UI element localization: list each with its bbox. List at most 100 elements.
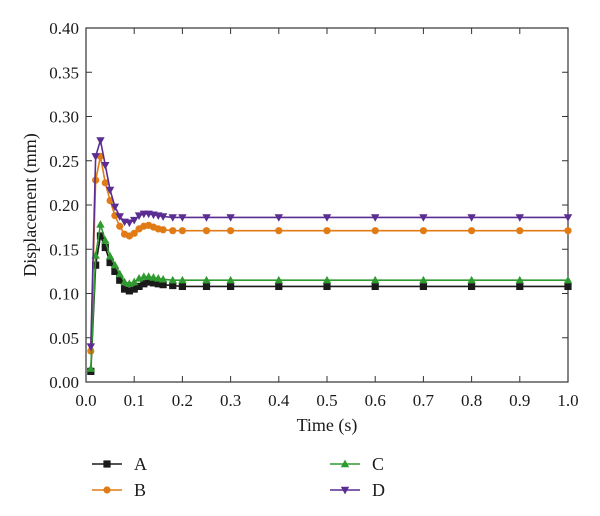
data-point-C [322, 275, 332, 284]
data-point-A [125, 287, 133, 295]
legend-marker [103, 460, 111, 468]
legend-label: C [372, 454, 384, 474]
data-point-B [101, 179, 109, 187]
x-tick-label: 0.3 [220, 391, 241, 410]
data-point-B [419, 227, 427, 235]
data-point-B [227, 227, 235, 235]
legend-marker [103, 486, 111, 494]
data-point-C [149, 273, 158, 281]
y-tick-label: 0.35 [49, 63, 79, 82]
data-point-A [516, 282, 524, 291]
data-point-D [322, 214, 332, 222]
x-tick-label: 0.2 [172, 391, 193, 410]
data-point-D [371, 214, 380, 222]
data-point-B [275, 227, 283, 235]
data-point-D [86, 343, 96, 351]
data-point-D [130, 216, 139, 225]
data-point-A [202, 282, 211, 291]
legend-label: D [372, 480, 385, 500]
data-point-D [168, 214, 177, 222]
data-point-A [154, 280, 162, 288]
y-tick-label: 0.10 [49, 285, 79, 304]
data-point-A [371, 282, 379, 291]
data-point-D [158, 213, 168, 221]
data-point-B [564, 227, 572, 235]
data-point-A [111, 267, 119, 275]
data-point-A [275, 282, 283, 291]
data-point-D [419, 214, 428, 222]
data-point-B [468, 227, 476, 235]
data-point-D [515, 214, 524, 222]
data-point-C [202, 275, 211, 284]
x-tick-label: 1.0 [557, 391, 578, 410]
x-tick-label: 0.9 [509, 391, 530, 410]
data-point-D [96, 137, 105, 145]
x-tick-label: 0.5 [316, 391, 337, 410]
data-point-C [226, 275, 235, 284]
data-point-C [120, 277, 129, 286]
data-point-A [145, 278, 153, 286]
legend-item-B: B [92, 480, 146, 500]
x-tick-label: 0.8 [461, 391, 482, 410]
data-point-D [115, 213, 124, 221]
data-point-D [110, 203, 120, 212]
y-tick-label: 0.05 [49, 329, 79, 348]
data-point-A [564, 282, 572, 291]
data-point-A [116, 276, 124, 284]
data-point-A [106, 258, 114, 267]
data-point-D [91, 153, 100, 161]
data-point-B [516, 227, 524, 235]
data-point-C [115, 269, 124, 278]
y-tick-label: 0.25 [49, 152, 79, 171]
data-point-D [134, 212, 144, 221]
legend-marker [340, 486, 350, 495]
data-point-D [178, 214, 187, 222]
data-point-D [226, 214, 235, 222]
data-point-C [110, 260, 120, 269]
data-point-C [144, 272, 153, 280]
data-point-B [169, 227, 177, 235]
x-tick-label: 0.4 [268, 391, 290, 410]
data-point-B [178, 227, 186, 235]
legend: AB CD [92, 454, 385, 500]
y-tick-label: 0.20 [49, 196, 79, 215]
series-D [86, 137, 573, 351]
y-tick-label: 0.30 [49, 108, 79, 127]
data-point-A [159, 281, 167, 289]
legend-label: B [134, 480, 146, 500]
series-C [86, 220, 573, 372]
data-point-A [140, 280, 148, 288]
data-point-A [96, 232, 105, 240]
data-point-B [371, 227, 379, 235]
data-point-C [467, 275, 476, 284]
x-axis-title: Time (s) [297, 415, 358, 436]
data-point-C [515, 275, 524, 284]
data-point-A [120, 285, 129, 293]
data-point-A [178, 282, 186, 291]
x-tick-label: 0.7 [413, 391, 435, 410]
data-point-A [130, 285, 138, 293]
data-point-C [154, 274, 163, 282]
data-point-D [467, 214, 476, 222]
data-point-C [105, 251, 115, 260]
data-point-C [178, 275, 187, 284]
data-point-B [116, 222, 124, 230]
data-point-C [130, 277, 139, 286]
data-point-C [563, 275, 573, 284]
data-point-C [168, 275, 177, 284]
data-point-A [419, 282, 427, 291]
data-point-C [86, 364, 96, 372]
data-point-B [159, 226, 167, 234]
x-axis: 0.0 0.1 0.2 0.3 0.4 0.5 0.6 0.7 0.8 0.9 1.0 [75, 28, 579, 410]
data-point-C [96, 220, 105, 228]
data-point-A [101, 243, 109, 252]
y-tick-label: 0.40 [49, 19, 79, 38]
data-point-D [563, 214, 573, 222]
data-point-D [202, 214, 211, 222]
data-point-B [323, 227, 331, 235]
data-point-B [202, 227, 211, 235]
y-tick-label: 0.00 [49, 373, 79, 392]
data-point-A [468, 282, 476, 291]
legend-marker [340, 459, 350, 468]
